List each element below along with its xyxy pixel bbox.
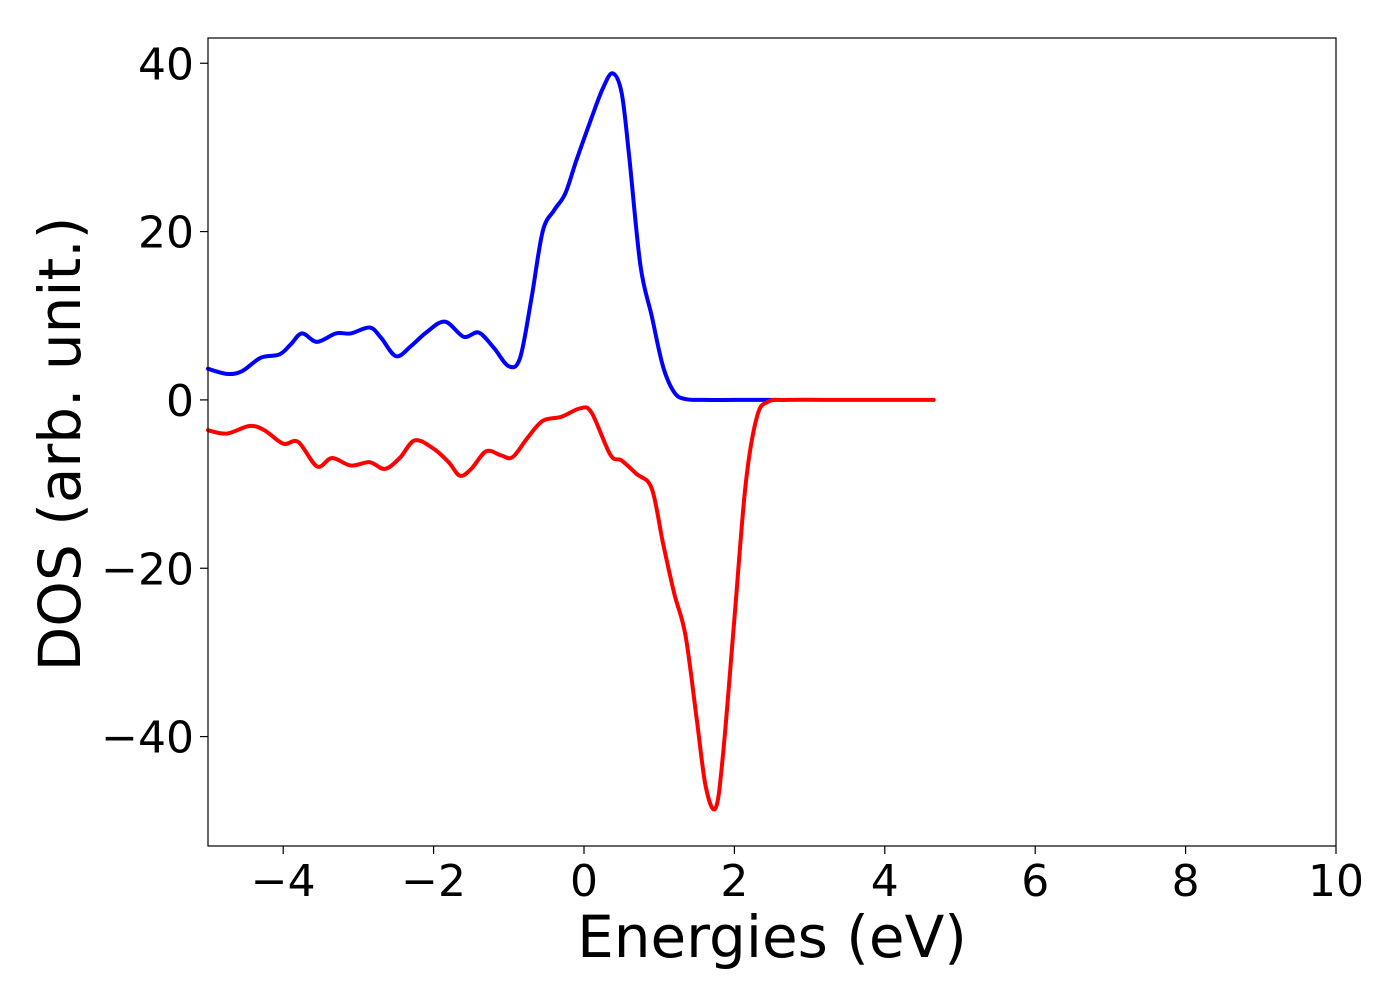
x-tick-label: −4 (251, 856, 316, 907)
x-tick-label: 0 (570, 856, 598, 907)
y-tick-label: −40 (101, 713, 194, 764)
x-axis-ticks: −4 −2 0 2 4 6 8 10 (251, 846, 1364, 907)
series-layer (206, 71, 936, 812)
x-tick-label: 4 (871, 856, 899, 907)
y-axis-label: DOS (arb. unit.) (26, 217, 94, 672)
y-tick-label: 0 (166, 376, 194, 427)
y-tick-label: 40 (138, 39, 194, 90)
x-tick-label: −2 (401, 856, 466, 907)
y-axis-ticks: −40 −20 0 20 40 (101, 39, 208, 764)
y-tick-label: −20 (101, 544, 194, 595)
x-tick-label: 8 (1172, 856, 1200, 907)
series-line-red (206, 397, 936, 812)
y-tick-label: 20 (138, 208, 194, 259)
x-tick-label: 10 (1308, 856, 1364, 907)
x-tick-label: 6 (1021, 856, 1049, 907)
plot-frame (207, 37, 1337, 847)
x-axis-label: Energies (eV) (577, 903, 967, 971)
x-tick-label: 2 (720, 856, 748, 907)
series-line-blue (206, 71, 778, 402)
